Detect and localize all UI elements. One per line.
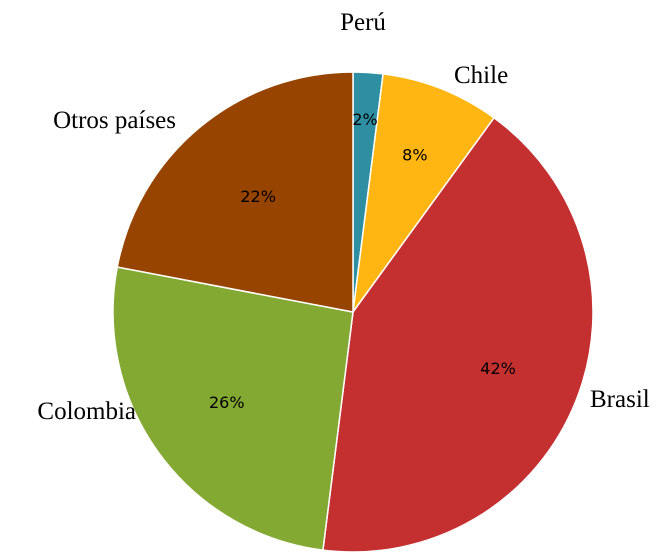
pie-slice-chile bbox=[352, 73, 496, 313]
percent-label-chile: 8% bbox=[402, 145, 427, 164]
category-label-otros-paises: Otros países bbox=[53, 107, 176, 134]
category-labels-layer: Perú Chile Brasil Colombia Otros países bbox=[37, 9, 649, 425]
slices-layer bbox=[112, 71, 594, 552]
category-label-colombia: Colombia bbox=[37, 398, 136, 425]
category-label-brasil: Brasil bbox=[590, 386, 650, 413]
percent-label-colombia: 26% bbox=[209, 393, 245, 412]
pie-slice-colombia bbox=[112, 266, 354, 551]
percent-label-otros-paises: 22% bbox=[240, 187, 276, 206]
percent-label-brasil: 42% bbox=[480, 359, 516, 378]
percent-label-peru: 2% bbox=[352, 110, 377, 129]
pie-slice-otros-paises bbox=[116, 71, 354, 313]
pie-slice-brasil bbox=[322, 116, 594, 552]
category-label-chile: Chile bbox=[454, 62, 508, 89]
percent-labels-layer: 2% 8% 42% 26% 22% bbox=[209, 110, 516, 412]
category-label-peru: Perú bbox=[340, 9, 386, 36]
